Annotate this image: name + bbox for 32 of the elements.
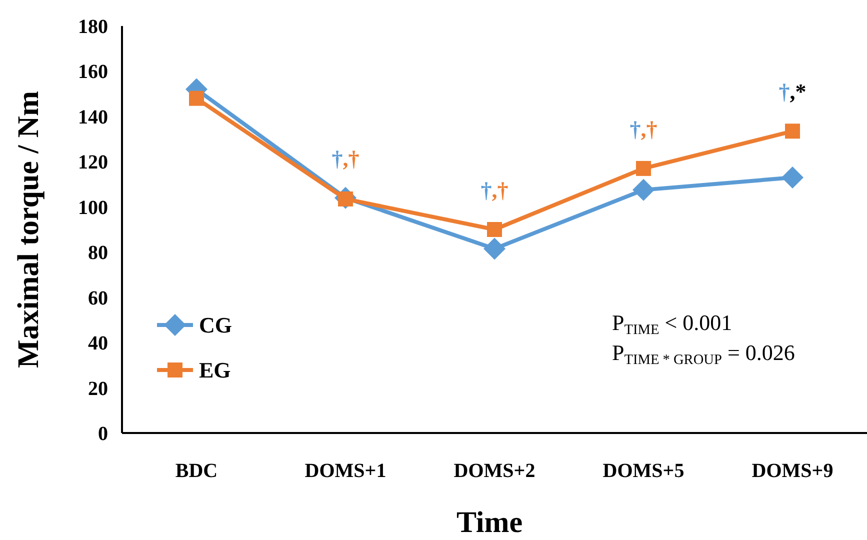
x-tick-label: DOMS+2: [454, 460, 536, 482]
point: [487, 222, 502, 237]
y-tick-label: 20: [88, 378, 108, 400]
y-tick-label: 160: [78, 61, 108, 84]
y-tick-label: 60: [88, 287, 108, 310]
annotation: †,†: [480, 178, 508, 202]
x-tick-label: BDC: [175, 460, 218, 482]
point: [785, 124, 800, 139]
annotation: †,*: [778, 79, 806, 104]
annotation: †,†: [332, 146, 360, 171]
point: [484, 238, 506, 260]
point: [782, 166, 804, 188]
y-tick-label: 40: [88, 332, 108, 355]
annotation: †,†: [630, 116, 658, 142]
y-tick-label: 120: [78, 152, 108, 174]
x-tick-label: DOMS+9: [752, 460, 834, 482]
x-tick-label: DOMS+5: [602, 460, 684, 482]
point: [189, 90, 204, 106]
y-tick-label: 180: [78, 16, 108, 38]
y-axis-title: Maximal torque / Nm: [12, 91, 45, 368]
y-tick-label: 80: [88, 242, 108, 264]
annotation: P$_{TIME}$ < 0.001: [612, 310, 732, 338]
legend-label: CG: [199, 312, 232, 338]
point: [636, 160, 651, 176]
x-axis-title: Time: [456, 506, 523, 539]
x-tick-label: DOMS+1: [304, 460, 386, 482]
legend-label: EG: [199, 358, 231, 383]
y-tick-label: 0: [98, 423, 108, 445]
y-tick-label: 100: [78, 196, 108, 219]
annotation: P$_{TIME * GROUP}$ = 0.026: [612, 340, 795, 368]
y-tick-label: 140: [78, 106, 108, 128]
point: [632, 178, 654, 201]
